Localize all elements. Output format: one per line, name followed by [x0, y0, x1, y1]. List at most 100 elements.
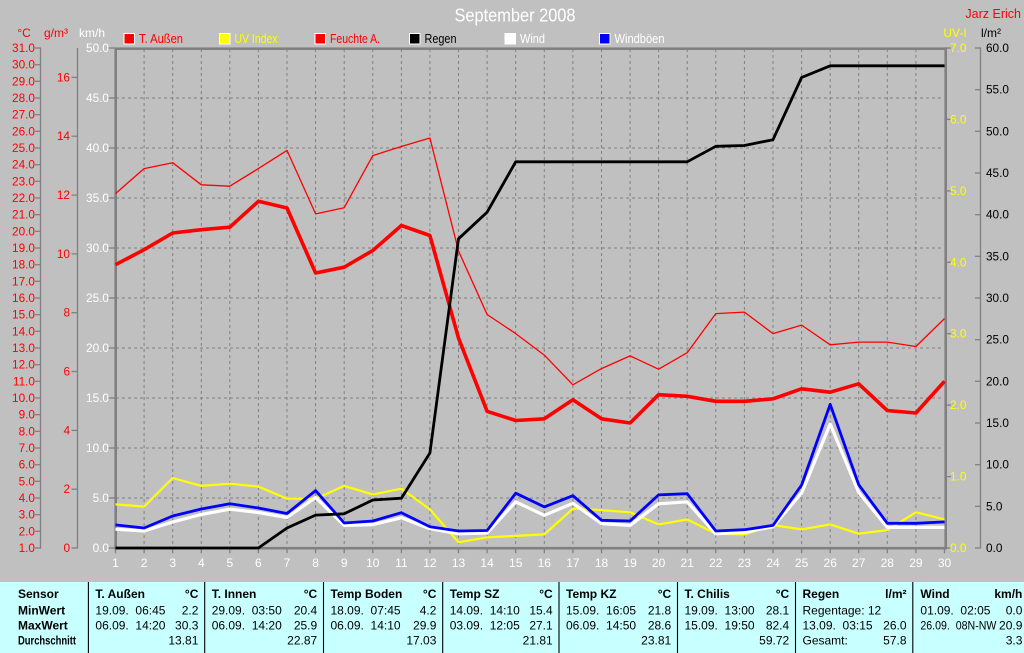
svg-text:12.0: 12.0	[12, 358, 35, 372]
svg-text:7.0: 7.0	[950, 41, 967, 55]
svg-text:21.81: 21.81	[523, 634, 553, 648]
svg-text:59.72: 59.72	[759, 634, 789, 648]
svg-text:Feuchte A.: Feuchte A.	[330, 32, 380, 46]
svg-text:7.0: 7.0	[19, 441, 36, 455]
svg-text:10.0: 10.0	[12, 391, 35, 405]
svg-text:4: 4	[198, 556, 205, 570]
svg-text:8.0: 8.0	[19, 424, 36, 438]
svg-text:5.0: 5.0	[19, 474, 36, 488]
svg-text:°C: °C	[658, 587, 672, 601]
svg-text:0.0: 0.0	[93, 541, 110, 555]
svg-text:11: 11	[395, 556, 408, 570]
svg-text:Wind: Wind	[520, 32, 545, 46]
svg-text:26.0: 26.0	[883, 619, 907, 633]
svg-text:29: 29	[909, 556, 923, 570]
svg-text:8: 8	[312, 556, 319, 570]
svg-text:25.9: 25.9	[294, 619, 318, 633]
svg-text:24: 24	[766, 556, 780, 570]
svg-text:15.09. 19:50: 15.09. 19:50	[685, 619, 755, 633]
svg-text:31.0: 31.0	[12, 41, 35, 55]
svg-text:25.0: 25.0	[86, 291, 109, 305]
svg-text:18.0: 18.0	[12, 258, 35, 272]
svg-text:Windböen: Windböen	[615, 32, 665, 46]
svg-text:4.0: 4.0	[19, 491, 36, 505]
svg-text:27.1: 27.1	[529, 619, 553, 633]
svg-text:45.0: 45.0	[86, 91, 109, 105]
svg-text:km/h: km/h	[79, 26, 105, 40]
svg-text:September 2008: September 2008	[455, 5, 576, 26]
svg-text:Sensor: Sensor	[18, 587, 59, 601]
svg-text:11.0: 11.0	[13, 374, 36, 388]
svg-text:18.09. 07:45: 18.09. 07:45	[331, 603, 401, 617]
svg-text:19.09. 13:00: 19.09. 13:00	[685, 603, 755, 617]
svg-text:20.0: 20.0	[12, 224, 35, 238]
svg-text:7: 7	[284, 556, 291, 570]
svg-text:0: 0	[63, 541, 70, 555]
svg-text:l/m²: l/m²	[981, 26, 1001, 40]
svg-text:17.03: 17.03	[406, 634, 436, 648]
svg-text:1.0: 1.0	[950, 470, 967, 484]
svg-text:T. Außen: T. Außen	[95, 587, 145, 601]
svg-text:°C: °C	[776, 587, 790, 601]
svg-text:28: 28	[881, 556, 895, 570]
svg-text:13: 13	[452, 556, 466, 570]
svg-text:0.0: 0.0	[986, 541, 1003, 555]
svg-text:26: 26	[824, 556, 838, 570]
svg-text:29.0: 29.0	[12, 74, 35, 88]
svg-text:15.09. 16:05: 15.09. 16:05	[566, 603, 636, 617]
svg-text:15.0: 15.0	[986, 416, 1009, 430]
svg-text:6: 6	[255, 556, 262, 570]
svg-text:6.0: 6.0	[19, 458, 36, 472]
svg-text:10.0: 10.0	[86, 441, 109, 455]
svg-text:13.0: 13.0	[12, 341, 35, 355]
svg-text:2.2: 2.2	[182, 603, 199, 617]
svg-text:14.09. 14:10: 14.09. 14:10	[450, 603, 520, 617]
svg-text:2.0: 2.0	[950, 398, 967, 412]
svg-text:1: 1	[112, 556, 119, 570]
svg-text:Regen: Regen	[425, 32, 457, 46]
svg-text:3.0: 3.0	[19, 508, 36, 522]
svg-text:22: 22	[709, 556, 723, 570]
svg-text:25.0: 25.0	[986, 333, 1009, 347]
svg-text:21: 21	[681, 556, 695, 570]
svg-text:20.4: 20.4	[294, 603, 318, 617]
svg-text:T. Chilis: T. Chilis	[685, 587, 731, 601]
svg-text:2.0: 2.0	[19, 524, 36, 538]
svg-text:14.0: 14.0	[12, 324, 35, 338]
svg-text:16.0: 16.0	[12, 291, 35, 305]
svg-text:4.0: 4.0	[950, 255, 967, 269]
svg-text:20: 20	[652, 556, 666, 570]
svg-text:20.9: 20.9	[999, 619, 1023, 633]
svg-text:T. Außen: T. Außen	[139, 32, 183, 46]
svg-text:UV-I: UV-I	[943, 26, 966, 40]
svg-text:3.3: 3.3	[1006, 634, 1023, 648]
svg-text:82.4: 82.4	[766, 619, 790, 633]
svg-text:06.09. 14:20: 06.09. 14:20	[212, 619, 282, 633]
svg-text:Regentage: 12: Regentage: 12	[803, 603, 882, 617]
svg-text:28.1: 28.1	[766, 603, 790, 617]
svg-text:25.0: 25.0	[12, 141, 35, 155]
svg-text:8: 8	[63, 306, 70, 320]
svg-text:15.0: 15.0	[86, 391, 109, 405]
svg-text:23.0: 23.0	[12, 174, 35, 188]
svg-text:06.09. 14:50: 06.09. 14:50	[566, 619, 636, 633]
svg-text:13.81: 13.81	[168, 634, 198, 648]
svg-text:19: 19	[623, 556, 637, 570]
svg-text:2: 2	[141, 556, 148, 570]
svg-text:3: 3	[169, 556, 176, 570]
svg-text:27.0: 27.0	[12, 108, 35, 122]
svg-text:06.09. 14:20: 06.09. 14:20	[95, 619, 165, 633]
svg-text:0.0: 0.0	[950, 541, 967, 555]
svg-text:22.0: 22.0	[12, 191, 35, 205]
svg-text:15.4: 15.4	[529, 603, 553, 617]
svg-text:5.0: 5.0	[93, 491, 110, 505]
svg-text:21.0: 21.0	[12, 208, 35, 222]
svg-text:19.0: 19.0	[12, 241, 35, 255]
svg-text:30.0: 30.0	[86, 241, 109, 255]
svg-text:2: 2	[63, 482, 70, 496]
svg-text:57.8: 57.8	[883, 634, 907, 648]
svg-text:01.09. 02:05: 01.09. 02:05	[920, 603, 990, 617]
svg-text:55.0: 55.0	[986, 83, 1009, 97]
svg-text:10: 10	[57, 247, 71, 261]
svg-text:16: 16	[57, 70, 71, 84]
